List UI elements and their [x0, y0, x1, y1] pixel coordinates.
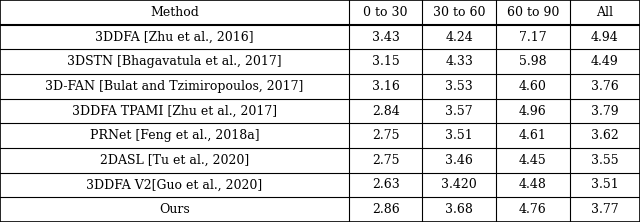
Text: 3.16: 3.16	[372, 80, 399, 93]
Bar	[0, 99, 640, 123]
Text: 3DDFA V2[Guo et al., 2020]: 3DDFA V2[Guo et al., 2020]	[86, 178, 262, 192]
Text: 4.96: 4.96	[519, 105, 547, 117]
Text: 60 to 90: 60 to 90	[507, 6, 559, 19]
Text: 4.61: 4.61	[519, 129, 547, 142]
Text: 3.15: 3.15	[372, 55, 399, 68]
Text: 4.49: 4.49	[591, 55, 619, 68]
Bar	[0, 74, 640, 99]
Bar	[0, 148, 640, 173]
Text: 3.62: 3.62	[591, 129, 619, 142]
Text: 4.60: 4.60	[519, 80, 547, 93]
Bar	[0, 25, 640, 49]
Text: Ours: Ours	[159, 203, 190, 216]
Bar	[0, 49, 640, 74]
Text: 3.51: 3.51	[591, 178, 619, 192]
Text: 2.63: 2.63	[372, 178, 399, 192]
Text: 3.76: 3.76	[591, 80, 619, 93]
Text: 3.57: 3.57	[445, 105, 473, 117]
Text: 3.420: 3.420	[442, 178, 477, 192]
Text: 3.79: 3.79	[591, 105, 619, 117]
Text: 4.45: 4.45	[519, 154, 547, 167]
Text: 2.86: 2.86	[372, 203, 399, 216]
Bar	[0, 197, 640, 222]
Text: 3DDFA [Zhu et al., 2016]: 3DDFA [Zhu et al., 2016]	[95, 30, 253, 44]
Text: 4.94: 4.94	[591, 30, 619, 44]
Text: 3.68: 3.68	[445, 203, 473, 216]
Text: 3DDFA TPAMI [Zhu et al., 2017]: 3DDFA TPAMI [Zhu et al., 2017]	[72, 105, 277, 117]
Text: 2.75: 2.75	[372, 129, 399, 142]
Text: 2.75: 2.75	[372, 154, 399, 167]
Text: 3.46: 3.46	[445, 154, 473, 167]
Text: 0 to 30: 0 to 30	[364, 6, 408, 19]
Text: 3.55: 3.55	[591, 154, 619, 167]
Text: 3DSTN [Bhagavatula et al., 2017]: 3DSTN [Bhagavatula et al., 2017]	[67, 55, 282, 68]
Bar	[0, 173, 640, 197]
Text: 4.48: 4.48	[519, 178, 547, 192]
Text: 4.33: 4.33	[445, 55, 473, 68]
Bar	[0, 123, 640, 148]
Text: PRNet [Feng et al., 2018a]: PRNet [Feng et al., 2018a]	[90, 129, 259, 142]
Text: Method: Method	[150, 6, 199, 19]
Text: 2.84: 2.84	[372, 105, 399, 117]
Text: 3D-FAN [Bulat and Tzimiropoulos, 2017]: 3D-FAN [Bulat and Tzimiropoulos, 2017]	[45, 80, 303, 93]
Text: 7.17: 7.17	[519, 30, 547, 44]
Text: 4.24: 4.24	[445, 30, 473, 44]
Text: 5.98: 5.98	[519, 55, 547, 68]
Text: 3.77: 3.77	[591, 203, 619, 216]
Text: 2DASL [Tu et al., 2020]: 2DASL [Tu et al., 2020]	[100, 154, 249, 167]
Text: 3.53: 3.53	[445, 80, 473, 93]
Bar	[0, 0, 640, 25]
Text: 3.51: 3.51	[445, 129, 473, 142]
Text: 3.43: 3.43	[372, 30, 399, 44]
Text: 4.76: 4.76	[519, 203, 547, 216]
Text: 30 to 60: 30 to 60	[433, 6, 486, 19]
Text: All: All	[596, 6, 613, 19]
